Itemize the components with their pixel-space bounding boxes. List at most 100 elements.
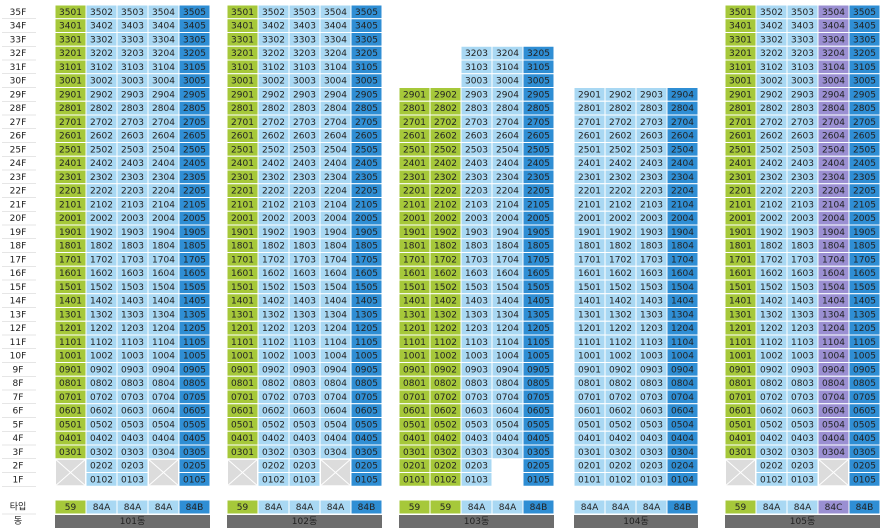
unit-number: 1805 [355,242,378,252]
unit-number: 3403 [293,22,316,32]
unit-number: 0101 [403,475,426,485]
unit-number: 3105 [355,63,378,73]
unit-cell [666,472,699,487]
unit-number: 2702 [90,118,113,128]
unit-number: 2201 [729,187,752,197]
unit-number: 1301 [59,310,82,320]
unit-number: 3301 [729,35,752,45]
unit-number: 3302 [760,35,783,45]
unit-number: 0503 [791,420,814,430]
unit-number: 3004 [822,77,845,87]
unit-number: 0102 [434,475,457,485]
unit-number: 0102 [262,475,285,485]
unit-number: 2001 [231,214,254,224]
unit-number: 1001 [403,352,426,362]
unit-number: 1203 [293,324,316,334]
unit-number: 2904 [671,90,694,100]
floor-label: 13F [10,310,27,320]
type-name: 84A [124,503,142,513]
unit-number: 1501 [729,283,752,293]
type-cell [848,499,881,515]
unit-number: 0103 [121,475,144,485]
unit-number: 1303 [791,310,814,320]
unit-number: 2204 [324,187,347,197]
type-name: 84A [643,503,661,513]
unit-number: 1002 [760,352,783,362]
unit-number: 2203 [791,187,814,197]
unit-number: 2003 [293,214,316,224]
unit-number: 1901 [578,228,601,238]
unit-number: 3204 [152,49,175,59]
unit-number: 3504 [152,8,175,18]
unit-number: 1804 [324,242,347,252]
unit-cell [786,472,819,487]
unit-number: 1804 [671,242,694,252]
unit-number: 3005 [853,77,876,87]
unit-number: 2401 [59,159,82,169]
unit-number: 1805 [527,242,550,252]
unit-number: 0301 [231,448,254,458]
unit-number: 2301 [231,173,254,183]
unit-number: 1402 [434,297,457,307]
unit-number: 2903 [640,90,663,100]
unit-number: 2902 [262,90,285,100]
unit-number: 3505 [183,8,206,18]
floor-label: 1F [13,475,24,485]
unit-number: 0501 [578,420,601,430]
closed-cross [320,459,351,486]
unit-number: 1105 [853,338,876,348]
unit-number: 0901 [231,365,254,375]
unit-number: 2402 [262,159,285,169]
unit-number: 0403 [640,434,663,444]
unit-number: 2603 [640,132,663,142]
unit-number: 0405 [853,434,876,444]
type-name: 59 [440,503,452,513]
unit-number: 0405 [355,434,378,444]
unit-number: 0805 [183,379,206,389]
unit-number: 2202 [90,187,113,197]
unit-number: 2104 [324,200,347,210]
unit-number: 0102 [609,475,632,485]
unit-number: 2303 [640,173,663,183]
unit-cell [116,472,149,487]
unit-number: 1302 [90,310,113,320]
unit-number: 2504 [822,145,845,155]
type-name: 84A [581,503,599,513]
unit-number: 1101 [231,338,254,348]
unit-number: 0601 [231,407,254,417]
unit-number: 1502 [609,283,632,293]
unit-number: 2804 [152,104,175,114]
unit-number: 1004 [671,352,694,362]
unit-number: 1903 [293,228,316,238]
unit-number: 0902 [609,365,632,375]
unit-number: 1801 [403,242,426,252]
unit-cell [178,472,211,487]
unit-number: 1104 [822,338,845,348]
unit-number: 0403 [791,434,814,444]
unit-number: 2902 [760,90,783,100]
unit-number: 2803 [293,104,316,114]
unit-number: 2304 [496,173,519,183]
unit-number: 1701 [231,255,254,265]
unit-number: 1901 [729,228,752,238]
unit-number: 3001 [231,77,254,87]
type-cell [666,499,699,515]
unit-number: 3502 [90,8,113,18]
unit-number: 1305 [527,310,550,320]
type-name: 59 [409,503,421,513]
unit-number: 3301 [231,35,254,45]
unit-number: 1603 [293,269,316,279]
unit-number: 2103 [465,200,488,210]
unit-number: 0401 [729,434,752,444]
unit-number: 3202 [90,49,113,59]
unit-number: 0103 [465,475,488,485]
unit-number: 1802 [90,242,113,252]
unit-number: 0704 [671,393,694,403]
unit-number: 3105 [527,63,550,73]
unit-number: 2005 [355,214,378,224]
unit-number: 2002 [262,214,285,224]
unit-number: 3104 [822,63,845,73]
unit-number: 2104 [152,200,175,210]
building-label: 동 [14,516,22,527]
unit-number: 1704 [671,255,694,265]
